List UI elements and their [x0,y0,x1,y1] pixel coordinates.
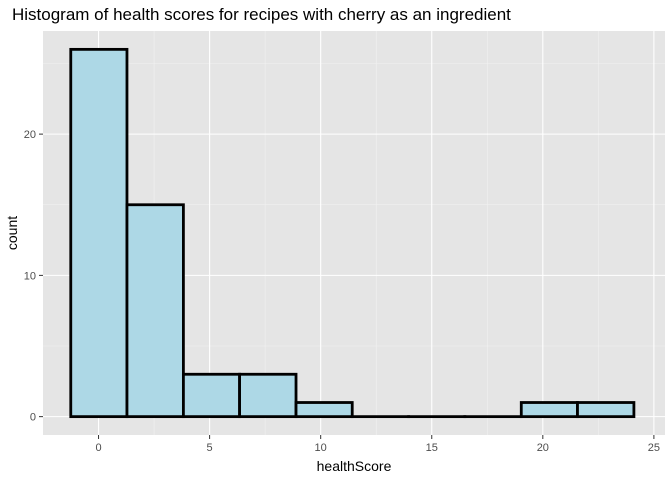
histogram-bar-3 [238,372,298,419]
y-tick-label: 0 [30,412,36,424]
x-tick-label: 15 [426,442,438,454]
x-tick-label: 25 [648,442,660,454]
x-axis-title: healthScore [317,458,392,474]
bars-layer [69,47,636,419]
x-tick-label: 20 [537,442,549,454]
x-tick-label: 10 [315,442,327,454]
y-axis-title: count [4,216,20,250]
y-axis: 0 10 20 [24,129,43,424]
histogram-bar-8 [519,401,579,419]
y-tick-label: 20 [24,129,36,141]
y-tick-label: 10 [24,270,36,282]
chart-title: Histogram of health scores for recipes w… [12,5,511,24]
histogram-bar-9 [576,401,636,419]
x-tick-label: 0 [95,442,101,454]
histogram-bar-4 [294,401,354,419]
histogram-bar-1 [125,203,185,419]
x-tick-label: 5 [207,442,213,454]
histogram-bar-2 [181,372,241,419]
histogram-bar-0 [69,47,129,419]
grid-minor [43,31,665,435]
x-axis: 0 5 10 15 20 25 [95,435,660,454]
